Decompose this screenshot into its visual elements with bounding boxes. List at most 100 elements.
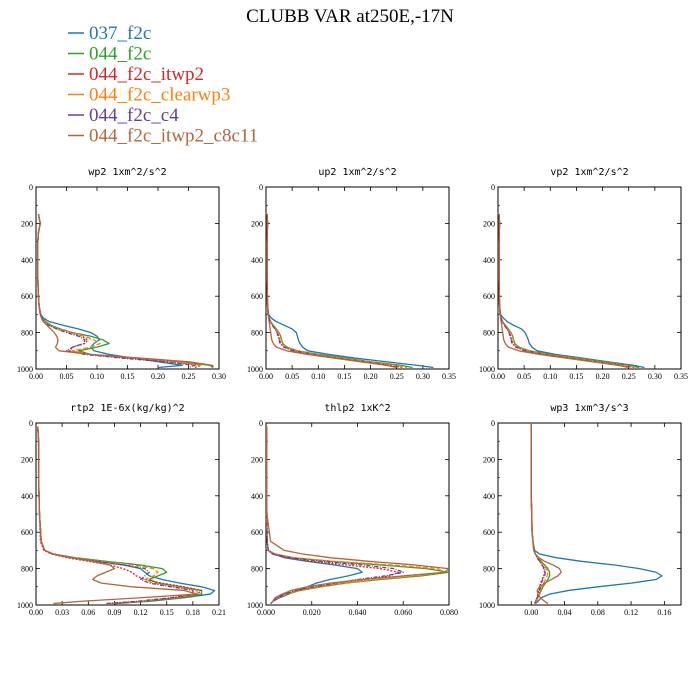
series-line-044-f2c <box>498 214 640 369</box>
y-tick-label: 600 <box>251 528 263 537</box>
plot-frame <box>497 422 682 606</box>
panel-title: vp2 1xm^2/s^2 <box>550 167 628 178</box>
series-line-044-f2c-c4 <box>498 214 629 369</box>
x-tick-label: 0.10 <box>90 372 104 381</box>
x-tick-label: 0.18 <box>186 608 200 617</box>
x-tick-label: 0.00 <box>491 372 505 381</box>
series-line-044-f2c-c4 <box>266 214 397 369</box>
series-line-037-f2c <box>498 214 645 369</box>
x-tick-label: 0.060 <box>394 608 412 617</box>
x-tick-label: 0.20 <box>364 372 378 381</box>
legend-label: 037_f2c <box>89 23 151 44</box>
y-tick-label: 1000 <box>247 365 263 374</box>
y-tick-label: 800 <box>251 329 263 338</box>
x-tick-label: 0.20 <box>596 372 610 381</box>
figure-title: CLUBB VAR at250E,-17N <box>246 6 454 27</box>
x-tick-label: 0.03 <box>55 608 69 617</box>
series-line-044-f2c-itwp2 <box>37 214 202 369</box>
y-tick-label: 400 <box>251 492 263 501</box>
y-tick-label: 1000 <box>247 601 263 610</box>
x-tick-label: 0.05 <box>517 372 531 381</box>
x-tick-label: 0.080 <box>440 608 458 617</box>
y-tick-label: 600 <box>483 292 495 301</box>
x-tick-label: 0.000 <box>257 608 275 617</box>
y-tick-label: 800 <box>483 329 495 338</box>
panel-title: rtp2 1E-6x(kg/kg)^2 <box>70 403 184 414</box>
panel-title: wp2 1xm^2/s^2 <box>88 167 166 178</box>
x-tick-label: 0.10 <box>543 372 557 381</box>
x-tick-label: 0.25 <box>622 372 636 381</box>
plot-frame <box>265 186 450 370</box>
series-line-044-f2c-itwp2 <box>266 214 403 369</box>
legend-label: 044_f2c_c4 <box>89 105 179 126</box>
series-line-044-f2c-itwp2-c8c11 <box>266 214 397 369</box>
x-tick-label: 0.20 <box>151 372 165 381</box>
y-tick-label: 400 <box>483 256 495 265</box>
x-tick-label: 0.00 <box>259 372 273 381</box>
series-line-037-f2c <box>530 423 663 605</box>
y-tick-label: 400 <box>251 256 263 265</box>
plot-frame <box>497 186 682 370</box>
legend-label: 044_f2c_itwp2 <box>89 64 204 85</box>
series-line-044-f2c-clearwp3 <box>37 426 198 605</box>
series-line-044-f2c-itwp2-c8c11 <box>498 214 629 369</box>
legend-item: 044_f2c_c4 <box>68 105 179 126</box>
panel-title: thlp2 1xK^2 <box>324 403 390 414</box>
series-line-044-f2c-c4 <box>530 423 547 604</box>
x-tick-label: 0.06 <box>81 608 95 617</box>
series-line-044-f2c-clearwp3 <box>530 423 549 604</box>
series-line-044-f2c-itwp2-c8c11 <box>37 426 198 605</box>
y-tick-label: 200 <box>483 455 495 464</box>
panel-title: wp3 1xm^3/s^3 <box>550 403 628 414</box>
series-line-044-f2c-clearwp3 <box>498 214 637 369</box>
y-tick-label: 200 <box>251 219 263 228</box>
y-tick-label: 600 <box>21 528 33 537</box>
x-tick-label: 0.30 <box>212 372 226 381</box>
series-line-044-f2c-clearwp3 <box>266 214 408 369</box>
series-line-037-f2c <box>266 426 363 605</box>
y-tick-label: 0 <box>29 419 33 428</box>
y-tick-label: 600 <box>483 528 495 537</box>
x-tick-label: 0.00 <box>524 608 538 617</box>
x-tick-label: 0.05 <box>285 372 299 381</box>
series-line-044-f2c-clearwp3 <box>37 214 202 368</box>
y-tick-label: 400 <box>483 492 495 501</box>
y-tick-label: 200 <box>483 219 495 228</box>
legend-item: 044_f2c <box>68 44 151 65</box>
series-line-044-f2c-itwp2 <box>498 214 635 369</box>
series-line-044-f2c <box>37 426 203 605</box>
series-line-044-f2c-itwp2 <box>37 426 203 605</box>
x-tick-label: 0.08 <box>591 608 605 617</box>
y-tick-label: 1000 <box>479 601 495 610</box>
series-line-044-f2c-itwp2 <box>530 423 546 604</box>
x-tick-label: 0.00 <box>29 608 43 617</box>
x-tick-label: 0.16 <box>657 608 671 617</box>
y-tick-label: 200 <box>251 455 263 464</box>
plot-frame <box>35 186 220 370</box>
series-line-037-f2c <box>266 214 434 369</box>
y-tick-label: 800 <box>251 565 263 574</box>
series-line-044-f2c-c4 <box>37 426 194 605</box>
y-tick-label: 200 <box>21 455 33 464</box>
series-line-044-f2c-itwp2-c8c11 <box>530 423 562 605</box>
legend-item: 037_f2c <box>68 23 151 44</box>
x-tick-label: 0.15 <box>569 372 583 381</box>
series-line-037-f2c <box>37 214 184 369</box>
legend-item: 044_f2c_clearwp3 <box>68 85 230 106</box>
y-tick-label: 0 <box>259 419 263 428</box>
plot-frame <box>35 422 220 606</box>
chart-panel-6: wp3 1xm^3/s^3 0 200 400 600 800 1000 0.00 0.04 0.… <box>479 403 682 617</box>
series-line-044-f2c-itwp2 <box>266 426 400 605</box>
panel-title: up2 1xm^2/s^2 <box>318 167 396 178</box>
legend-item: 044_f2c_itwp2_c8c11 <box>68 126 258 147</box>
series-line-044-f2c-itwp2-c8c11 <box>37 214 214 368</box>
series-line-037-f2c <box>37 426 216 605</box>
x-tick-label: 0.30 <box>416 372 430 381</box>
y-tick-label: 200 <box>21 219 33 228</box>
x-tick-label: 0.15 <box>337 372 351 381</box>
y-tick-label: 0 <box>491 183 495 192</box>
